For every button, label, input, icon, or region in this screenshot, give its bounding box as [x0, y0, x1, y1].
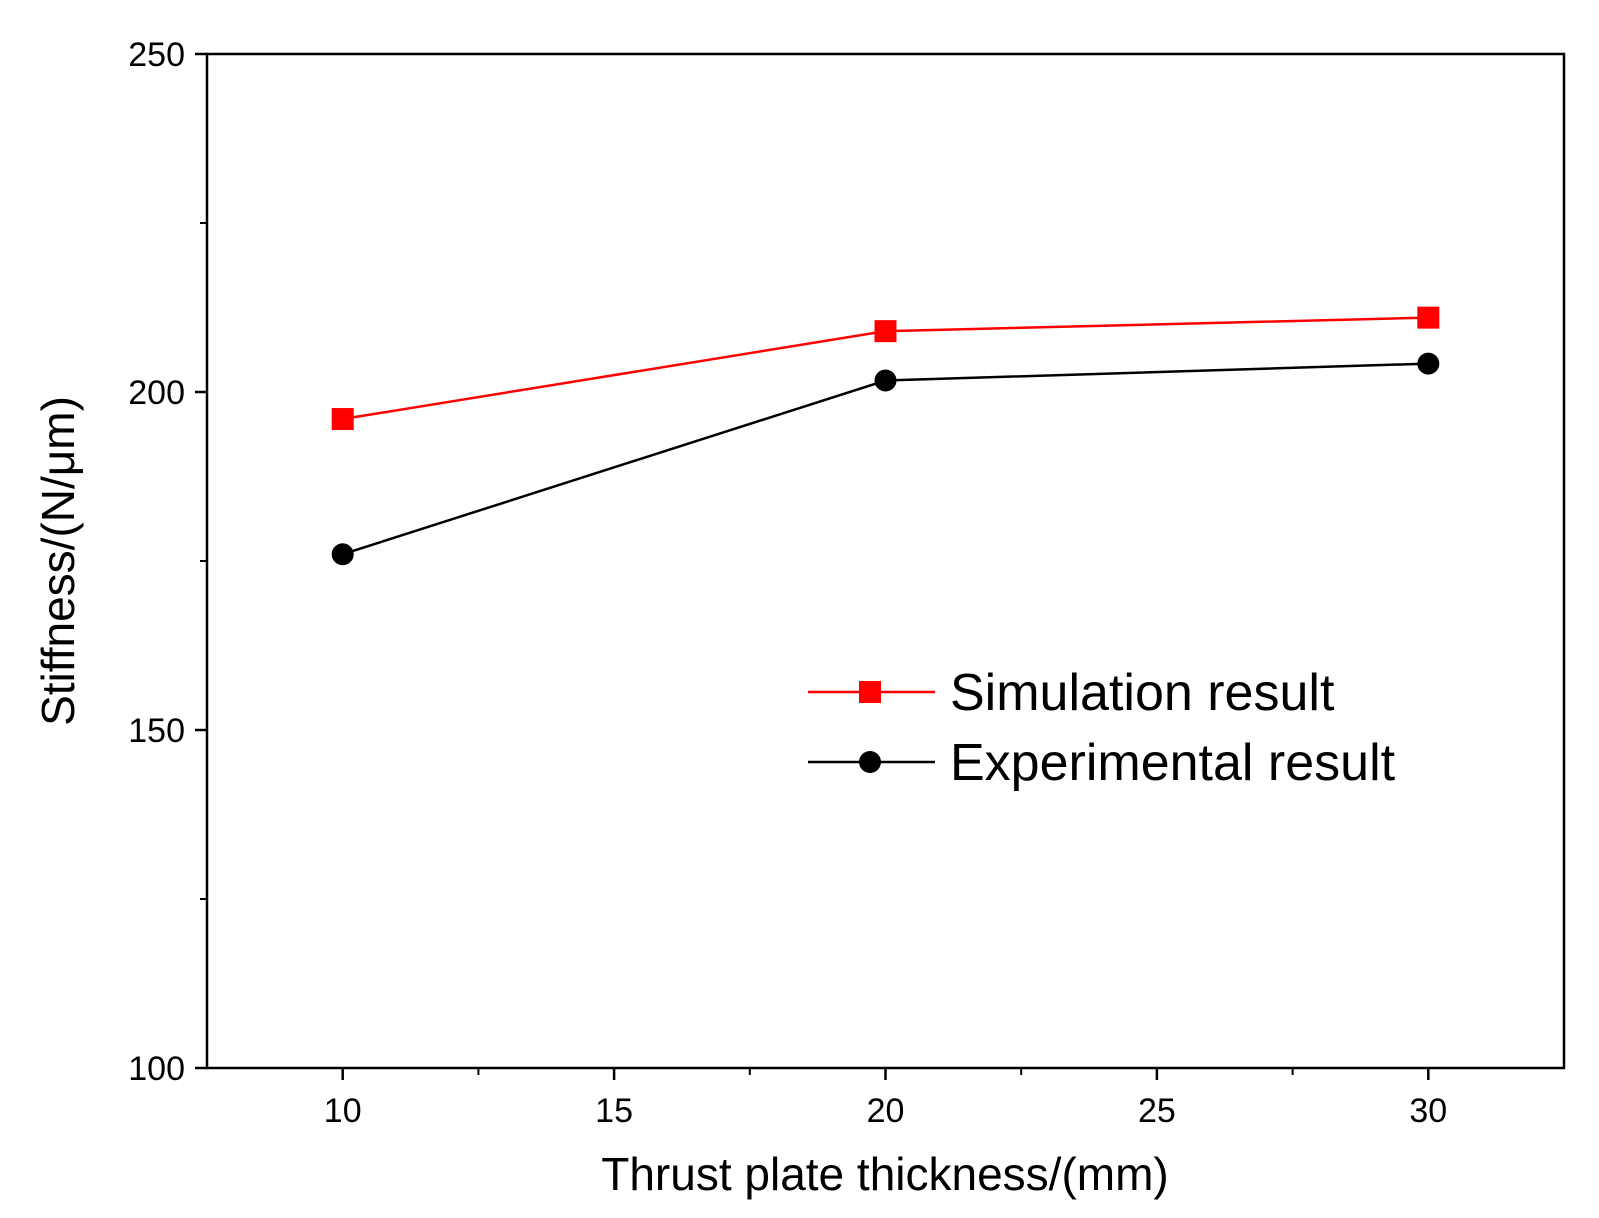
x-axis-title: Thrust plate thickness/(mm): [601, 1148, 1168, 1200]
x-axis-ticks: 10 15 20 25 30: [324, 1068, 1447, 1130]
point-simulation-result-20: [874, 320, 897, 343]
legend-label-experimental: Experimental result: [950, 734, 1396, 792]
y-axis-ticks: 100 150 200 250: [128, 36, 207, 1088]
x-tick-label-15: 15: [595, 1092, 633, 1130]
point-experimental-result-10: [331, 543, 354, 566]
y-tick-label-200: 200: [128, 374, 185, 412]
point-simulation-result-10: [331, 408, 354, 431]
x-tick-label-10: 10: [324, 1092, 362, 1130]
y-axis-title: Stiffness/(N/μm): [32, 396, 84, 726]
point-simulation-result-30: [1417, 306, 1440, 329]
x-tick-label-25: 25: [1138, 1092, 1176, 1130]
series-layer: [331, 306, 1440, 566]
y-tick-label-150: 150: [128, 712, 185, 750]
x-tick-label-20: 20: [867, 1092, 905, 1130]
point-experimental-result-20: [874, 369, 897, 392]
legend-label-simulation: Simulation result: [950, 664, 1335, 722]
y-tick-label-100: 100: [128, 1050, 185, 1088]
plot-frame: [205, 52, 1566, 1070]
legend-marker-simulation: [859, 681, 881, 703]
point-experimental-result-30: [1417, 352, 1440, 375]
legend: Simulation result Experimental result: [808, 664, 1396, 792]
legend-marker-experimental: [859, 751, 881, 773]
x-tick-label-30: 30: [1409, 1092, 1447, 1130]
y-tick-label-250: 250: [128, 36, 185, 74]
